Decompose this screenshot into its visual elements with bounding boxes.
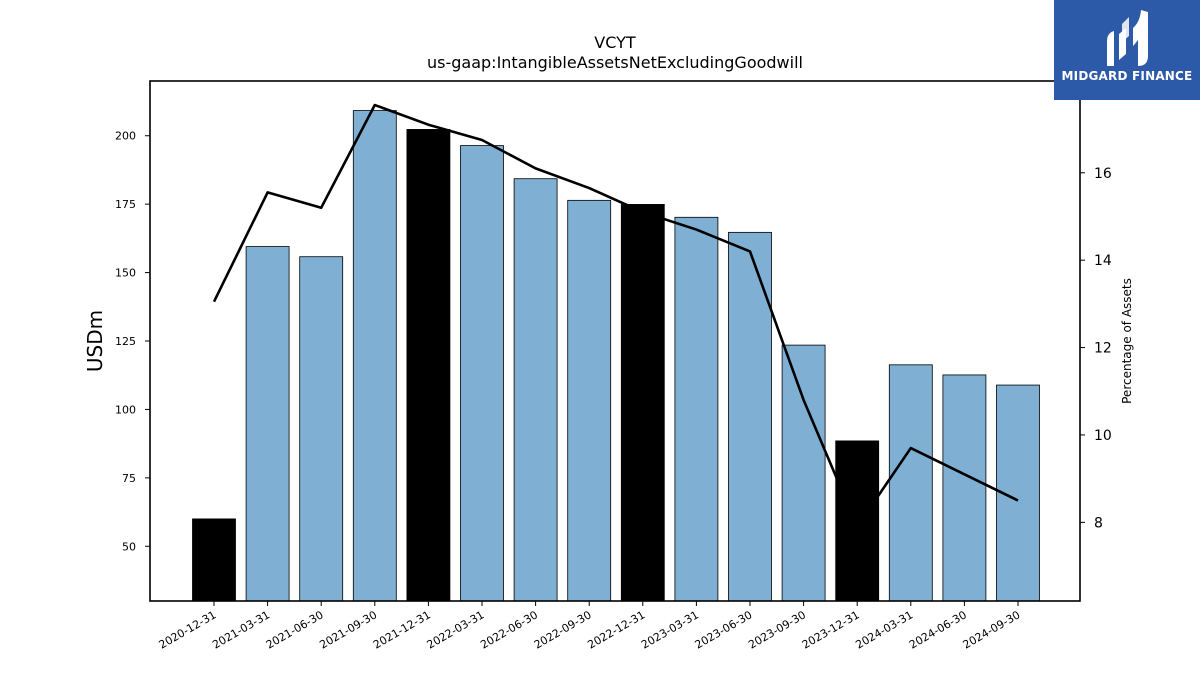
bar-2020-12-31 [192,518,236,602]
x-tick-label: 2024-06-30 [907,608,969,651]
x-tick-label: 2020-12-31 [157,608,219,651]
x-tick-label: 2021-09-30 [317,608,379,651]
x-tick-label: 2023-09-30 [746,608,808,651]
y-tick-label: 100 [115,403,136,416]
bar-group [192,110,1040,602]
x-tick-label: 2021-06-30 [264,608,326,651]
logo-mark-icon [1107,10,1148,66]
bar-2023-09-30 [781,344,826,602]
y2-tick-label: 14 [1094,253,1112,269]
x-tick-label: 2021-03-31 [210,608,272,651]
x-tick-label: 2022-09-30 [532,608,594,651]
x-tick-label: 2023-06-30 [693,608,755,651]
bar-2023-06-30 [728,231,772,602]
y2-axis-label: Percentage of Assets [1120,278,1134,404]
bar-2021-06-30 [299,256,344,602]
y-tick-label: 200 [115,130,136,143]
bar-2021-09-30 [352,110,397,602]
y2-tick-label: 8 [1094,515,1103,531]
y-tick-label: 50 [122,540,136,553]
y-tick-label: 125 [115,335,136,348]
bar-2024-06-30 [942,374,987,602]
x-tick-label: 2023-12-31 [800,608,862,651]
bar-2022-09-30 [567,199,612,602]
logo-text: MIDGARD FINANCE [1061,69,1193,83]
chart-subtitle: us-gaap:IntangibleAssetsNetExcludingGood… [427,53,803,72]
bar-2024-03-31 [888,364,933,602]
x-tick-label: 2022-03-31 [425,608,487,651]
x-tick-label: 2022-12-31 [585,608,647,651]
y2-tick-label: 12 [1094,341,1112,357]
x-tick-label: 2023-03-31 [639,608,701,651]
y-tick-label: 150 [115,267,136,280]
midgard-finance-logo: MIDGARD FINANCE [1054,0,1200,100]
bar-2023-12-31 [835,440,880,602]
chart-title: VCYT [594,33,636,52]
y2-tick-label: 16 [1094,166,1112,182]
y2-tick-label: 10 [1094,428,1112,444]
x-tick-label: 2024-09-30 [961,608,1023,651]
bar-2022-03-31 [460,145,504,602]
x-tick-label: 2024-03-31 [853,608,915,651]
y-tick-label: 175 [115,198,136,211]
bar-2022-06-30 [513,178,558,602]
bar-2023-03-31 [674,216,719,602]
x-tick-label: 2022-06-30 [478,608,540,651]
x-tick-label: 2021-12-31 [371,608,433,651]
y-axis-label: USDm [83,310,107,372]
line-layer [212,103,1019,529]
bar-2021-03-31 [245,246,290,602]
y-tick-label: 75 [122,472,136,485]
bar-2021-12-31 [406,129,451,602]
bar-2022-12-31 [620,204,665,602]
percentage-line [212,103,1019,529]
